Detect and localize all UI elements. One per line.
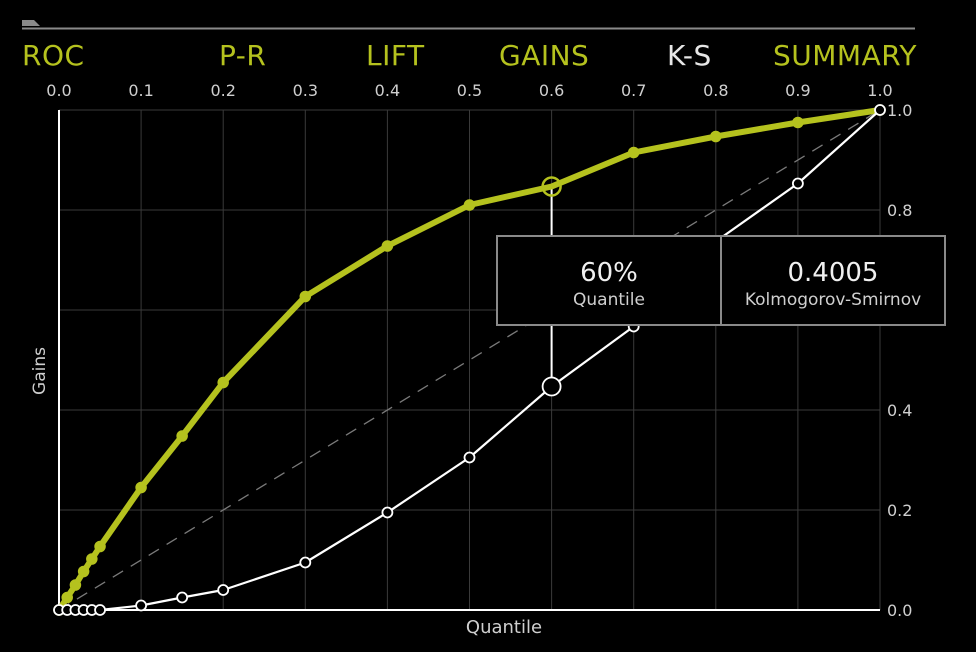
y-tick-label: 0.0 — [887, 601, 912, 620]
tab-gains[interactable]: GAINS — [499, 39, 590, 72]
x-tick-label: 0.1 — [128, 81, 153, 100]
x-tick-label: 0.2 — [210, 81, 235, 100]
x-tick-label: 0.8 — [703, 81, 728, 100]
reference-diagonal — [58, 109, 881, 611]
x-axis-label: Quantile — [466, 617, 542, 638]
gains-point — [299, 290, 312, 303]
baseline-point — [176, 591, 189, 604]
gains-point — [217, 376, 229, 389]
gains-point — [77, 565, 90, 578]
quantile-label: Quantile — [573, 289, 645, 310]
grid — [58, 109, 881, 611]
ks-value: 0.4005 — [787, 257, 879, 288]
tab-roc[interactable]: ROC — [22, 39, 85, 72]
baseline-point — [299, 556, 312, 569]
gains-point — [381, 240, 394, 252]
quantile-value: 60% — [580, 257, 638, 288]
gains-point — [541, 176, 562, 197]
baseline-point — [541, 376, 562, 397]
tooltip-quantile: 60% Quantile — [498, 237, 720, 324]
gains-point — [792, 116, 804, 129]
x-tick-label: 0.4 — [375, 81, 400, 100]
baseline-point — [381, 506, 394, 519]
tab-summary[interactable]: SUMMARY — [773, 39, 918, 72]
x-tick-label: 0.0 — [46, 81, 71, 100]
reference-line — [58, 109, 881, 611]
x-axis-ticks: 0.0 0.1 0.2 0.3 0.4 0.5 0.6 0.7 0.8 0.9 1.0 — [46, 81, 892, 100]
chart-tabs: ROC P-R LIFT GAINS K-S SUMMARY — [22, 38, 918, 74]
baseline-point — [135, 599, 148, 612]
y-tick-label: 1.0 — [887, 101, 912, 120]
y-axis-ticks: 0.00.20.40.60.81.0 — [887, 101, 912, 620]
x-tick-label: 0.7 — [621, 81, 646, 100]
y-tick-label: 0.8 — [887, 201, 912, 220]
gains-point — [135, 481, 147, 494]
y-tick-label: 0.4 — [887, 401, 912, 420]
gains-point — [94, 540, 106, 553]
baseline-point — [94, 604, 106, 616]
gains-point — [86, 553, 98, 565]
baseline-point — [463, 451, 476, 464]
x-tick-label: 0.3 — [293, 81, 318, 100]
tab-pr[interactable]: P-R — [219, 39, 267, 72]
baseline-point — [874, 104, 886, 116]
x-tick-label: 0.5 — [457, 81, 482, 100]
top-progress-bar — [22, 20, 915, 30]
gains-point — [627, 146, 640, 159]
gains-point — [69, 579, 82, 591]
ks-label: Kolmogorov-Smirnov — [744, 289, 922, 310]
ks-tooltip: 60% Quantile 0.4005 Kolmogorov-Smirnov — [496, 235, 946, 326]
tab-ks[interactable]: K-S — [667, 39, 712, 72]
gains-point — [61, 591, 73, 604]
y-tick-label: 0.2 — [887, 501, 912, 520]
axes — [58, 110, 880, 611]
gains-point — [463, 199, 476, 211]
baseline-point — [792, 177, 804, 190]
gains-point — [710, 130, 722, 143]
gains-point — [176, 430, 188, 442]
y-axis-label: Gains — [30, 347, 50, 395]
tooltip-ks: 0.4005 Kolmogorov-Smirnov — [720, 237, 944, 324]
x-tick-label: 0.6 — [539, 81, 564, 100]
x-tick-label: 0.9 — [785, 81, 810, 100]
tab-lift[interactable]: LIFT — [366, 39, 425, 72]
baseline-point — [217, 584, 230, 596]
x-tick-label: 1.0 — [867, 81, 892, 100]
